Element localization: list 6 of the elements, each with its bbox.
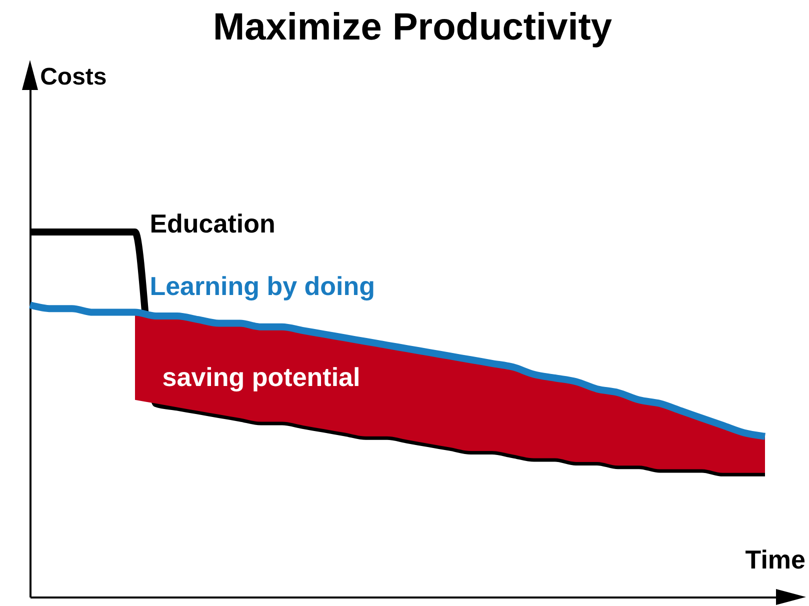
chart-title: Maximize Productivity — [212, 6, 612, 48]
annotation: saving potential — [162, 362, 360, 392]
text: Costs — [40, 63, 107, 90]
series-label: Education — [150, 208, 276, 239]
series-label: Learning by doing — [150, 270, 376, 301]
x-axis-title: Time — [745, 544, 806, 574]
